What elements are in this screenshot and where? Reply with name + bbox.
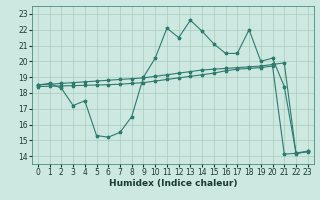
X-axis label: Humidex (Indice chaleur): Humidex (Indice chaleur) <box>108 179 237 188</box>
